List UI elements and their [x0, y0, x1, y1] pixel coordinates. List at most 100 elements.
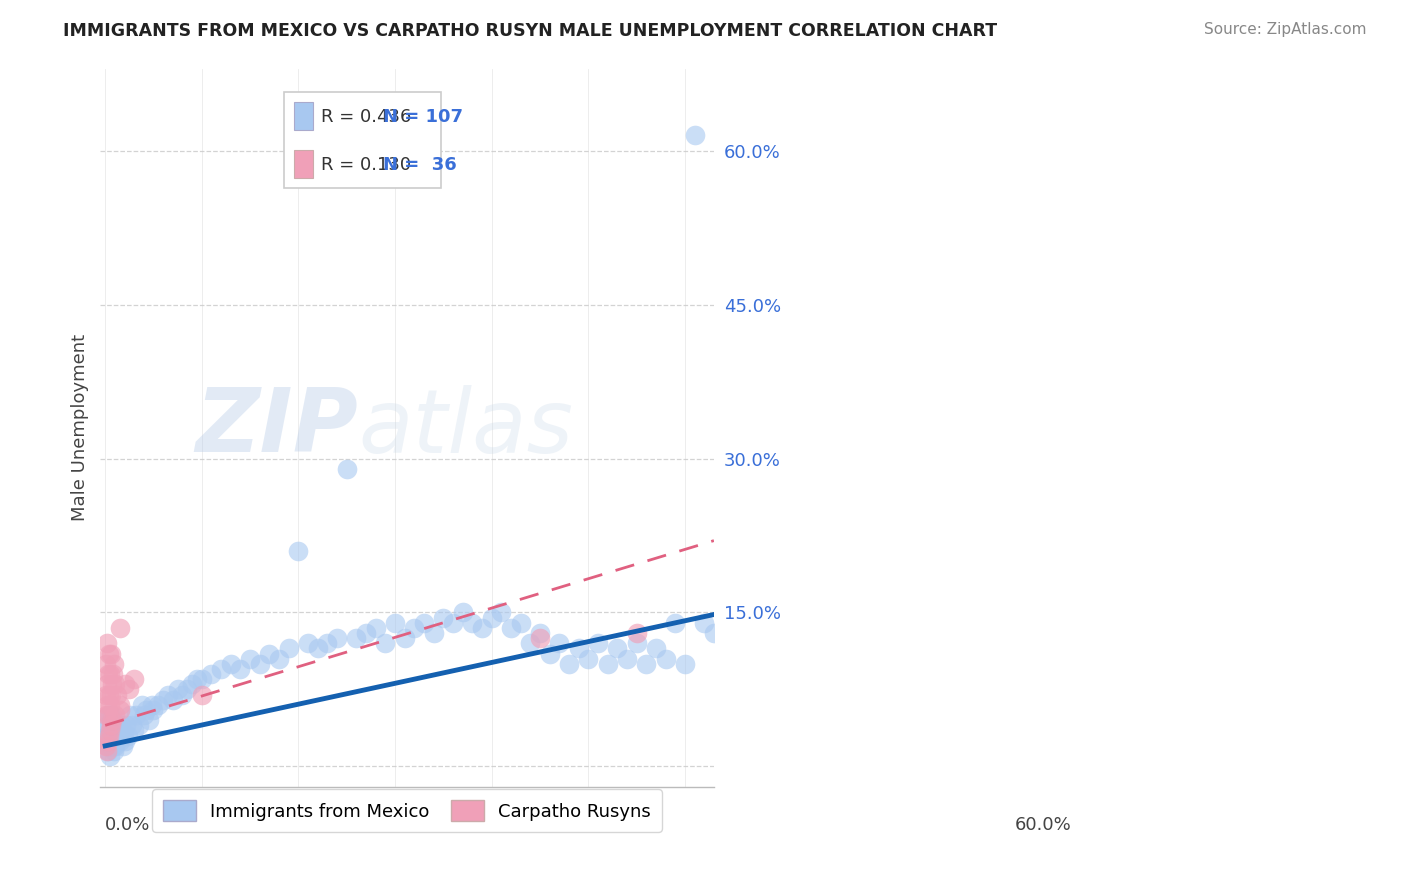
Point — [94, 688, 117, 702]
Point — [509, 615, 531, 630]
Point — [616, 651, 638, 665]
Point — [316, 636, 339, 650]
Point — [404, 621, 426, 635]
Point — [105, 688, 128, 702]
Point — [259, 647, 281, 661]
Text: 60.0%: 60.0% — [1015, 815, 1071, 834]
Point — [519, 636, 541, 650]
Point — [166, 682, 188, 697]
Point — [121, 718, 143, 732]
Point — [104, 677, 127, 691]
Point — [172, 688, 194, 702]
Point — [128, 718, 150, 732]
Point — [156, 688, 179, 702]
Point — [529, 626, 551, 640]
Point — [98, 749, 121, 764]
Point — [98, 729, 121, 743]
Point — [138, 713, 160, 727]
Point — [108, 621, 131, 635]
Point — [98, 698, 121, 712]
Point — [120, 708, 142, 723]
Point — [98, 718, 121, 732]
Point — [111, 739, 134, 753]
Point — [104, 708, 127, 723]
Point — [703, 626, 725, 640]
Point — [529, 631, 551, 645]
Point — [558, 657, 581, 671]
Point — [94, 739, 117, 753]
Point — [108, 698, 131, 712]
Point — [94, 729, 117, 743]
Point — [307, 641, 329, 656]
Point — [229, 662, 252, 676]
Point — [176, 682, 198, 697]
Point — [98, 729, 121, 743]
Point — [374, 636, 396, 650]
Point — [683, 128, 706, 143]
Point — [98, 723, 121, 738]
Point — [118, 682, 141, 697]
Text: R = 0.436: R = 0.436 — [321, 108, 412, 126]
Point — [115, 718, 138, 732]
Point — [441, 615, 464, 630]
Point — [499, 621, 522, 635]
Point — [673, 657, 696, 671]
Point — [100, 688, 122, 702]
Point — [481, 610, 503, 624]
Point — [103, 657, 125, 671]
Point — [548, 636, 571, 650]
Point — [344, 631, 367, 645]
Point — [110, 718, 132, 732]
Point — [586, 636, 609, 650]
Point — [117, 729, 139, 743]
Point — [122, 723, 145, 738]
Point — [100, 718, 122, 732]
Point — [239, 651, 262, 665]
Point — [606, 641, 628, 656]
Point — [148, 698, 170, 712]
Point — [269, 651, 291, 665]
Point — [94, 708, 117, 723]
Point — [97, 733, 120, 747]
Point — [576, 651, 599, 665]
Point — [471, 621, 494, 635]
Point — [114, 733, 136, 747]
Point — [98, 688, 121, 702]
Point — [104, 718, 127, 732]
Point — [105, 733, 128, 747]
Point — [98, 647, 121, 661]
Point — [97, 708, 120, 723]
Point — [491, 606, 513, 620]
Text: N = 107: N = 107 — [382, 108, 463, 126]
Point — [98, 708, 121, 723]
Point — [413, 615, 436, 630]
Point — [326, 631, 349, 645]
Point — [568, 641, 591, 656]
Point — [101, 677, 124, 691]
Point — [287, 544, 309, 558]
Point — [384, 615, 406, 630]
Point — [125, 708, 148, 723]
Point — [103, 744, 125, 758]
Point — [112, 729, 135, 743]
Text: IMMIGRANTS FROM MEXICO VS CARPATHO RUSYN MALE UNEMPLOYMENT CORRELATION CHART: IMMIGRANTS FROM MEXICO VS CARPATHO RUSYN… — [63, 22, 997, 40]
Point — [100, 739, 122, 753]
Point — [108, 733, 131, 747]
Point — [336, 462, 359, 476]
Point — [94, 657, 117, 671]
Point — [132, 708, 155, 723]
Point — [98, 739, 121, 753]
Point — [422, 626, 444, 640]
Text: R = 0.130: R = 0.130 — [321, 156, 412, 174]
Point — [626, 636, 648, 650]
Bar — [294, 103, 314, 129]
Point — [101, 729, 124, 743]
Bar — [294, 151, 314, 178]
Point — [96, 698, 118, 712]
Point — [101, 739, 124, 753]
Point — [249, 657, 271, 671]
Point — [191, 688, 214, 702]
Point — [297, 636, 319, 650]
FancyBboxPatch shape — [284, 92, 441, 188]
Point — [104, 739, 127, 753]
